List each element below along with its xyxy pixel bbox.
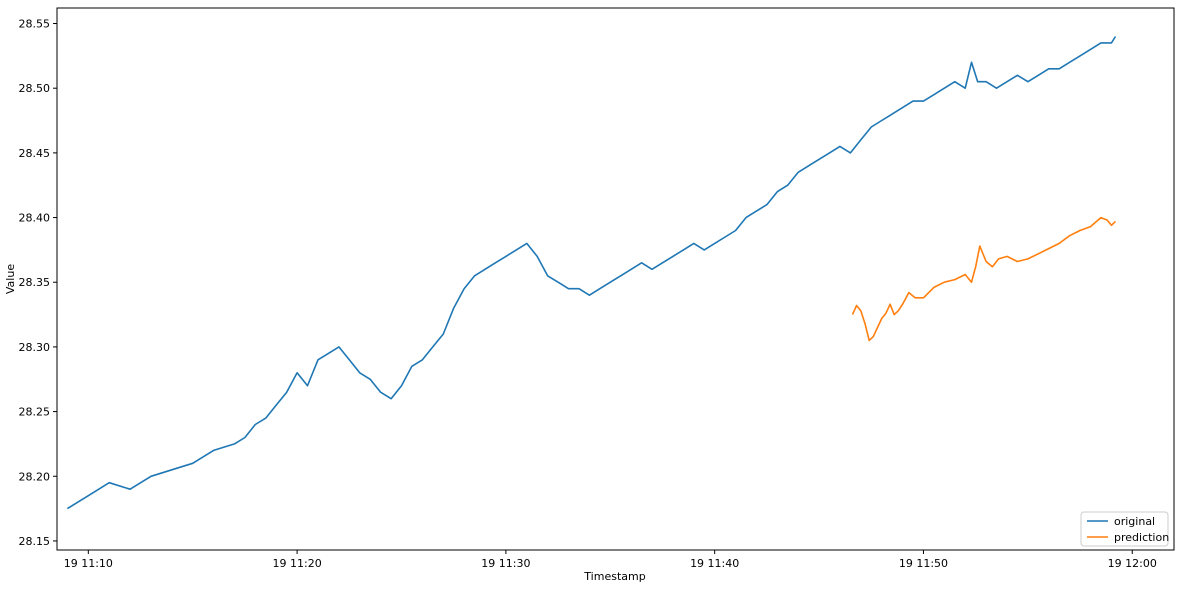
y-tick-label: 28.15 <box>19 535 51 548</box>
legend-label-prediction: prediction <box>1114 531 1169 544</box>
x-tick-label: 19 11:10 <box>64 557 113 570</box>
y-axis-label: Value <box>4 264 17 294</box>
y-tick-label: 28.25 <box>19 406 51 419</box>
x-tick-label: 19 12:00 <box>1108 557 1157 570</box>
plot-frame <box>56 7 1175 551</box>
y-tick-label: 28.45 <box>19 147 51 160</box>
y-tick-label: 28.30 <box>19 341 51 354</box>
series-line-prediction <box>851 216 1117 342</box>
y-tick-label: 28.50 <box>19 82 51 95</box>
x-tick-label: 19 11:50 <box>899 557 948 570</box>
legend: original prediction <box>1080 511 1169 547</box>
x-axis-ticks: 19 11:10 19 11:20 19 11:30 19 11:40 19 11:50… <box>64 550 1157 570</box>
x-tick-label: 19 11:20 <box>273 557 322 570</box>
y-tick-label: 28.20 <box>19 470 51 483</box>
series-line-original <box>66 36 1117 510</box>
y-tick-label: 28.55 <box>19 18 51 31</box>
legend-label-original: original <box>1114 515 1155 528</box>
y-tick-label: 28.35 <box>19 276 51 289</box>
x-axis-label: Timestamp <box>583 570 645 583</box>
y-tick-label: 28.40 <box>19 212 51 225</box>
x-tick-label: 19 11:30 <box>481 557 530 570</box>
y-axis-ticks: 28.15 28.20 28.25 28.30 28.35 28.40 28.45 28.50… <box>19 18 57 548</box>
x-tick-label: 19 11:40 <box>690 557 739 570</box>
plot-area <box>66 36 1117 510</box>
